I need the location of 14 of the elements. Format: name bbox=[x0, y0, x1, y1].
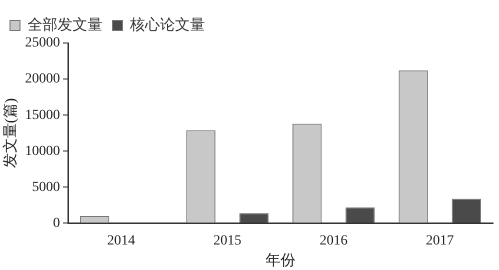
y-tick-label: 5000 bbox=[32, 180, 60, 195]
y-tick-label: 0 bbox=[53, 216, 60, 231]
x-axis-title: 年份 bbox=[266, 252, 296, 269]
y-axis-title: 发文量(篇) bbox=[2, 98, 19, 168]
legend-label: 全部发文量 bbox=[28, 16, 102, 34]
y-tick-label: 10000 bbox=[25, 144, 60, 159]
x-tick-label: 2017 bbox=[426, 233, 454, 248]
legend-label: 核心论文量 bbox=[129, 16, 205, 34]
x-tick-label: 2016 bbox=[320, 233, 348, 248]
y-tick-label: 15000 bbox=[25, 108, 60, 123]
x-tick-label: 2014 bbox=[107, 233, 136, 248]
y-tick-label: 25000 bbox=[25, 36, 60, 51]
y-tick-label: 20000 bbox=[25, 72, 60, 87]
x-tick-label: 2015 bbox=[213, 233, 242, 248]
